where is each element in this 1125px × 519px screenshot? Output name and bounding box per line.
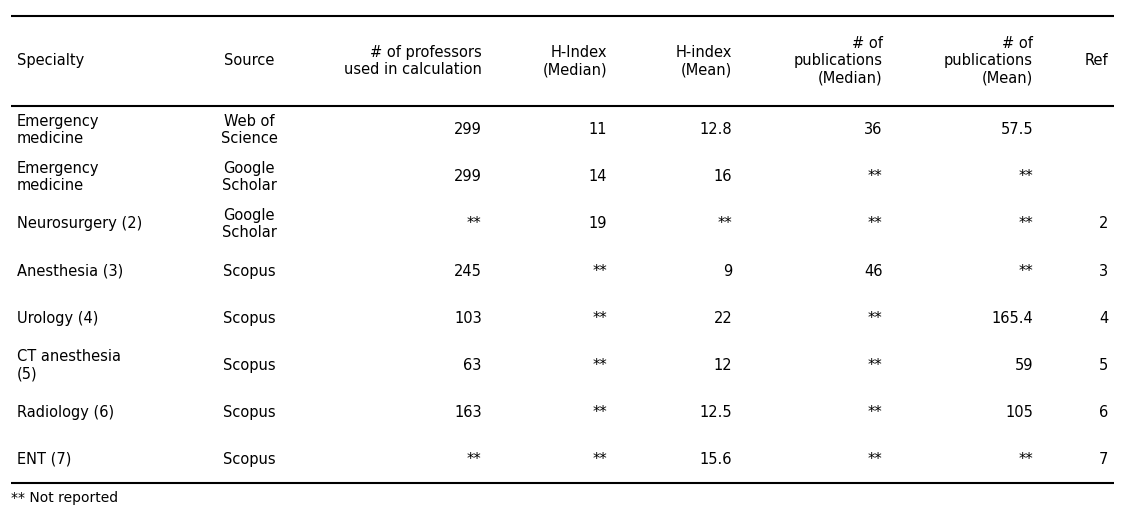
Text: **: ** <box>1018 452 1033 467</box>
Text: 103: 103 <box>455 310 482 325</box>
Text: Google
Scholar: Google Scholar <box>222 208 277 240</box>
Text: **: ** <box>467 452 482 467</box>
Text: 12.5: 12.5 <box>700 405 732 420</box>
Text: **: ** <box>1018 216 1033 231</box>
Text: 165.4: 165.4 <box>991 310 1033 325</box>
Text: Web of
Science: Web of Science <box>220 114 278 146</box>
Text: Emergency
medicine: Emergency medicine <box>17 114 99 146</box>
Text: 12: 12 <box>713 358 732 373</box>
Text: ENT (7): ENT (7) <box>17 452 71 467</box>
Text: Radiology (6): Radiology (6) <box>17 405 114 420</box>
Text: 57.5: 57.5 <box>1000 122 1033 138</box>
Text: 11: 11 <box>588 122 608 138</box>
Text: **: ** <box>1018 169 1033 184</box>
Text: # of professors
used in calculation: # of professors used in calculation <box>344 45 482 77</box>
Text: **: ** <box>867 216 883 231</box>
Text: Urology (4): Urology (4) <box>17 310 98 325</box>
Text: **: ** <box>867 358 883 373</box>
Text: 63: 63 <box>464 358 482 373</box>
Text: 105: 105 <box>1005 405 1033 420</box>
Text: 22: 22 <box>713 310 732 325</box>
Text: H-index
(Mean): H-index (Mean) <box>676 45 732 77</box>
Text: Specialty: Specialty <box>17 53 84 69</box>
Text: Scopus: Scopus <box>223 358 276 373</box>
Text: Scopus: Scopus <box>223 405 276 420</box>
Text: 19: 19 <box>588 216 608 231</box>
Text: 15.6: 15.6 <box>700 452 732 467</box>
Text: **: ** <box>718 216 732 231</box>
Text: Ref: Ref <box>1084 53 1108 69</box>
Text: 12.8: 12.8 <box>700 122 732 138</box>
Text: 299: 299 <box>453 122 481 138</box>
Text: Anesthesia (3): Anesthesia (3) <box>17 264 123 279</box>
Text: 299: 299 <box>453 169 481 184</box>
Text: 14: 14 <box>588 169 608 184</box>
Text: 6: 6 <box>1099 405 1108 420</box>
Text: 46: 46 <box>864 264 883 279</box>
Text: # of
publications
(Mean): # of publications (Mean) <box>944 36 1033 86</box>
Text: **: ** <box>867 452 883 467</box>
Text: **: ** <box>467 216 482 231</box>
Text: **: ** <box>592 405 608 420</box>
Text: Google
Scholar: Google Scholar <box>222 161 277 193</box>
Text: # of
publications
(Median): # of publications (Median) <box>793 36 883 86</box>
Text: **: ** <box>592 452 608 467</box>
Text: Scopus: Scopus <box>223 264 276 279</box>
Text: 9: 9 <box>723 264 732 279</box>
Text: 59: 59 <box>1015 358 1033 373</box>
Text: H-Index
(Median): H-Index (Median) <box>542 45 608 77</box>
Text: **: ** <box>592 310 608 325</box>
Text: Source: Source <box>224 53 274 69</box>
Text: 16: 16 <box>713 169 732 184</box>
Text: **: ** <box>1018 264 1033 279</box>
Text: **: ** <box>867 169 883 184</box>
Text: Emergency
medicine: Emergency medicine <box>17 161 99 193</box>
Text: 2: 2 <box>1099 216 1108 231</box>
Text: 4: 4 <box>1099 310 1108 325</box>
Text: Neurosurgery (2): Neurosurgery (2) <box>17 216 142 231</box>
Text: **: ** <box>592 358 608 373</box>
Text: 3: 3 <box>1099 264 1108 279</box>
Text: 36: 36 <box>864 122 883 138</box>
Text: 163: 163 <box>455 405 482 420</box>
Text: **: ** <box>867 310 883 325</box>
Text: 7: 7 <box>1099 452 1108 467</box>
Text: Scopus: Scopus <box>223 452 276 467</box>
Text: **: ** <box>867 405 883 420</box>
Text: 245: 245 <box>453 264 481 279</box>
Text: CT anesthesia
(5): CT anesthesia (5) <box>17 349 120 381</box>
Text: Scopus: Scopus <box>223 310 276 325</box>
Text: 5: 5 <box>1099 358 1108 373</box>
Text: ** Not reported: ** Not reported <box>11 491 118 505</box>
Text: **: ** <box>592 264 608 279</box>
